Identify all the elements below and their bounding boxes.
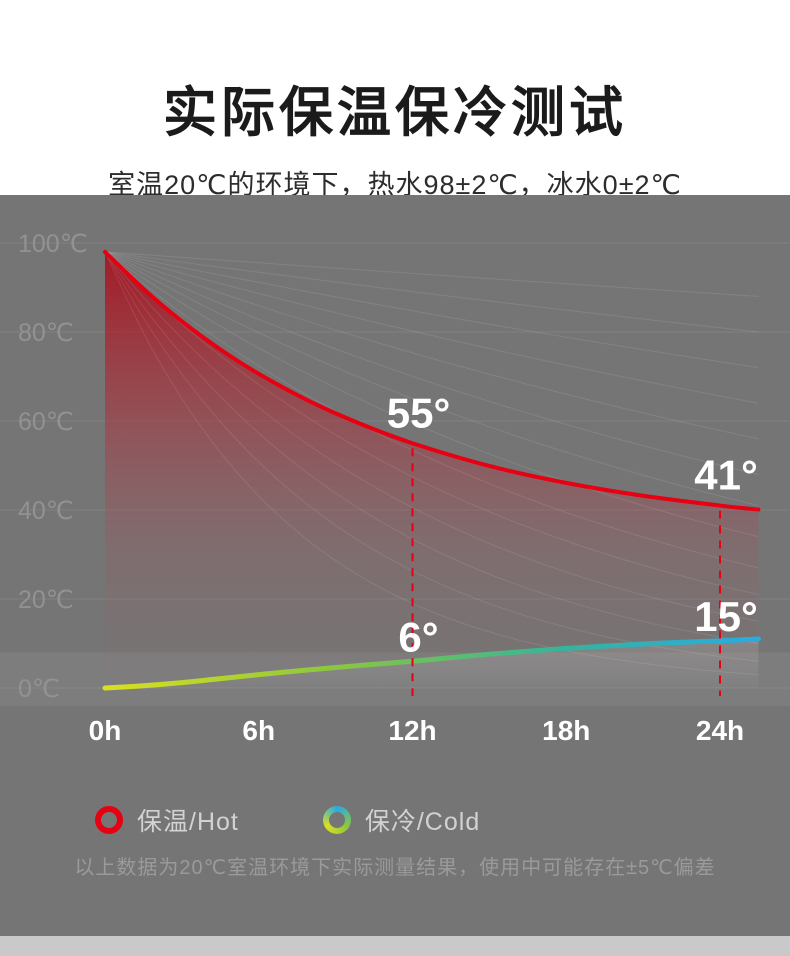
svg-text:6h: 6h: [242, 715, 275, 746]
chart-section: 0℃ 20℃ 40℃ 60℃ 80℃ 100℃ 0h 6h 12h 18h 24h 55° 41° 6° 1…: [0, 195, 790, 956]
footnote: 以上数据为20℃室温环境下实际测量结果，使用中可能存在±5℃偏差: [74, 857, 716, 879]
svg-text:15°: 15°: [694, 593, 758, 640]
chart-legend: 保温/Hot 保冷/Cold: [95, 802, 480, 838]
svg-text:18h: 18h: [542, 715, 590, 746]
page-title: 实际保温保冷测试: [163, 83, 627, 143]
legend-item-cold: 保冷/Cold: [322, 802, 481, 838]
svg-text:40℃: 40℃: [18, 497, 74, 525]
svg-text:0h: 0h: [89, 715, 122, 746]
legend-label-cold: 保冷/Cold: [364, 808, 481, 836]
svg-text:55°: 55°: [387, 389, 451, 436]
cold-ring-icon: [322, 806, 351, 834]
svg-text:41°: 41°: [694, 452, 758, 499]
svg-text:24h: 24h: [696, 715, 744, 746]
svg-text:6°: 6°: [398, 613, 438, 660]
hot-ring-icon: [95, 806, 123, 834]
svg-text:100℃: 100℃: [18, 230, 88, 258]
svg-text:0℃: 0℃: [18, 675, 60, 703]
svg-text:60℃: 60℃: [18, 408, 74, 436]
svg-text:20℃: 20℃: [18, 586, 74, 614]
temperature-chart: 0℃ 20℃ 40℃ 60℃ 80℃ 100℃ 0h 6h 12h 18h 24h 55° 41° 6° 1…: [0, 230, 790, 746]
legend-item-hot: 保温/Hot: [95, 802, 239, 838]
header: 实际保温保冷测试 室温20℃的环境下，热水98±2℃，冰水0±2℃: [0, 0, 790, 200]
svg-text:80℃: 80℃: [18, 319, 74, 347]
cold-ring-hole: [328, 812, 345, 828]
bottom-strip: [0, 936, 790, 956]
svg-text:12h: 12h: [388, 715, 436, 746]
legend-label-hot: 保温/Hot: [137, 808, 239, 836]
